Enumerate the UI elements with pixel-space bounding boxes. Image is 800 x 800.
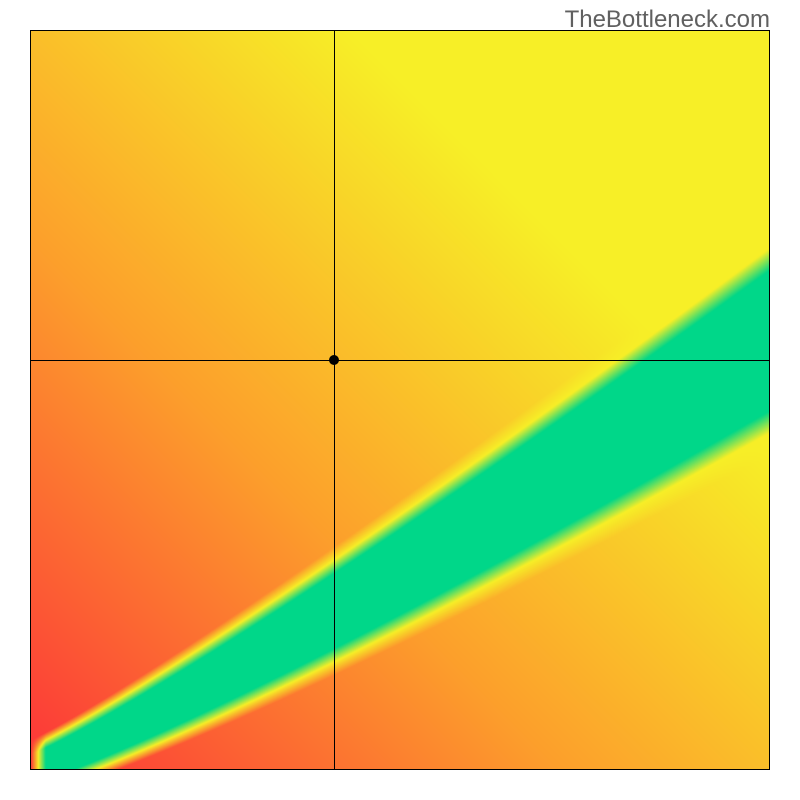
marker-dot (329, 355, 339, 365)
watermark-text: TheBottleneck.com (565, 6, 770, 34)
crosshair-vertical (334, 31, 335, 769)
heatmap-plot (30, 30, 770, 770)
crosshair-horizontal (31, 360, 769, 361)
heatmap-canvas (31, 31, 769, 769)
